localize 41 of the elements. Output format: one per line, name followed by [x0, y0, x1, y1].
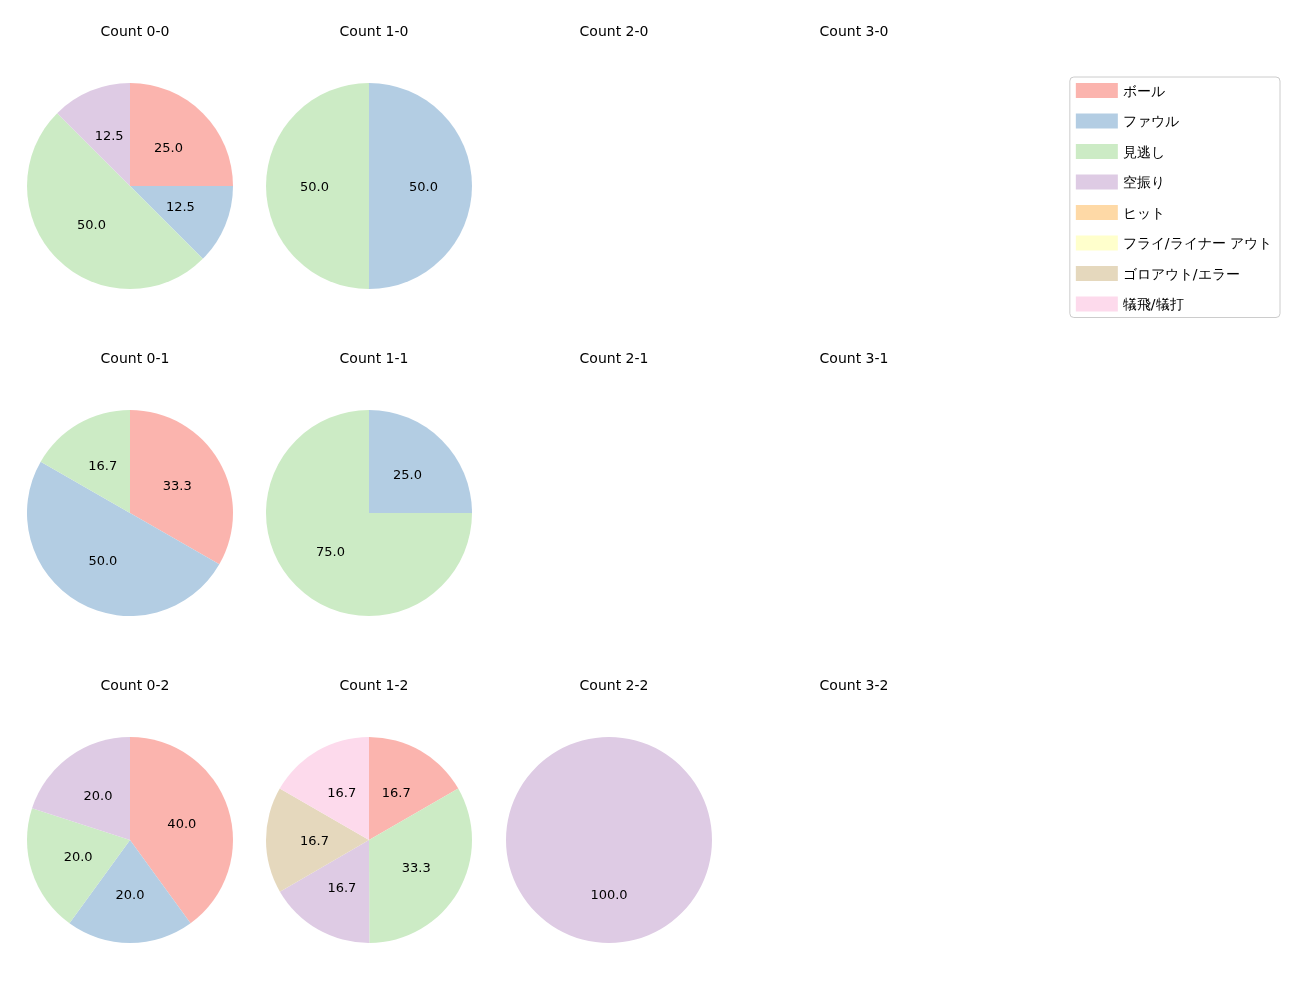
data-label: 75.0 [315, 544, 345, 560]
chart-title: Count 2-2 [579, 677, 649, 693]
legend-label: ヒット [1122, 204, 1165, 221]
chart-title: Count 0-2 [100, 677, 170, 693]
data-label: 50.0 [409, 178, 438, 194]
data-label: 16.7 [88, 458, 118, 474]
legend-label: 犠飛/犠打 [1122, 296, 1184, 312]
data-label: 20.0 [115, 887, 145, 902]
data-label: 50.0 [88, 552, 118, 568]
data-label: 12.5 [94, 128, 124, 144]
data-label: 16.7 [327, 785, 357, 801]
data-label: 50.0 [76, 217, 106, 233]
data-label: 33.3 [162, 478, 192, 494]
data-label: 16.7 [327, 879, 357, 895]
data-label: 20.0 [83, 788, 113, 804]
data-label: 12.5 [165, 199, 195, 215]
data-label: 20.0 [63, 849, 93, 865]
data-label: 25.0 [393, 466, 423, 482]
legend-label: フライ/ライナー アウト [1122, 235, 1272, 251]
data-label: 50.0 [300, 178, 329, 194]
chart-title: Count 0-1 [100, 350, 170, 366]
chart-title: Count 1-0 [339, 23, 409, 39]
text: Count 2-1 [579, 350, 649, 366]
data-label: 16.7 [300, 832, 329, 848]
data-label: 100.0 [590, 887, 628, 902]
chart-title: Count 1-2 [339, 677, 409, 693]
legend-label: 見逃し [1122, 143, 1165, 160]
legend-label: ボール [1122, 82, 1165, 99]
data-label: 40.0 [167, 815, 197, 831]
chart-title: Count 1-1 [339, 350, 409, 366]
chart-title: Count 0-0 [100, 23, 170, 39]
text: Count 3-2 [819, 677, 889, 693]
data-label: 25.0 [154, 139, 184, 155]
legend-label: ゴロアウト/エラー [1122, 265, 1240, 282]
text: Count 3-1 [819, 350, 889, 366]
text: Count 3-0 [819, 23, 889, 39]
legend-label: ファウル [1122, 113, 1179, 129]
data-label: 16.7 [381, 785, 411, 801]
text: Count 2-0 [579, 23, 649, 39]
legend-label: 空振り [1122, 174, 1165, 190]
data-label: 33.3 [401, 859, 431, 875]
